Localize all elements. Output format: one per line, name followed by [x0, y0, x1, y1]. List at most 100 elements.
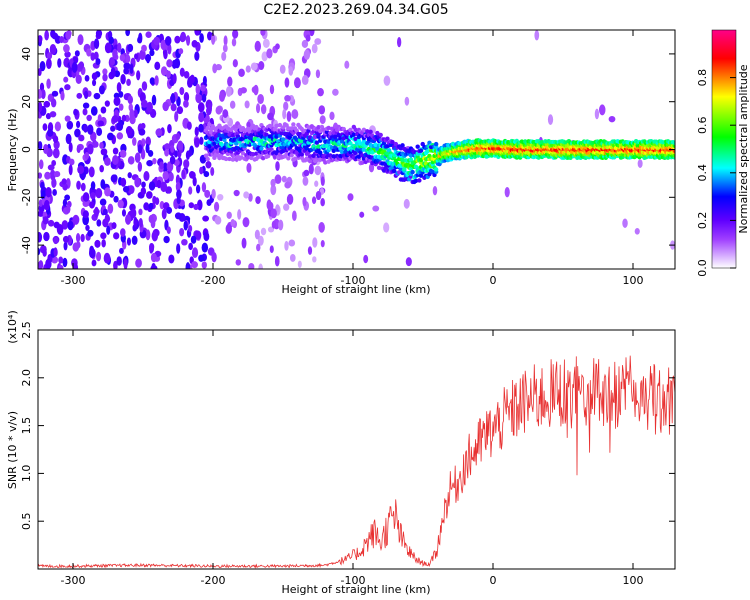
- heatmap-cell: [361, 138, 367, 144]
- heatmap-cell: [161, 208, 167, 220]
- heatmap-cell: [266, 48, 273, 59]
- heatmap-cell: [217, 193, 224, 201]
- heatmap-cell: [121, 114, 127, 122]
- heatmap-cell: [353, 127, 358, 132]
- heatmap-cell: [181, 238, 188, 246]
- heatmap-cell: [98, 85, 105, 95]
- heatmap-cell: [168, 172, 174, 182]
- heatmap-cell: [83, 124, 88, 133]
- y-tick-label: -20: [20, 188, 33, 206]
- heatmap-cell: [215, 106, 222, 115]
- heatmap-cell: [359, 211, 365, 218]
- heatmap-cell: [82, 102, 90, 109]
- heatmap-cell: [375, 130, 380, 136]
- heatmap-cell: [72, 56, 79, 64]
- y-tick-label: 40: [20, 47, 33, 61]
- heatmap-cell: [113, 96, 121, 107]
- heatmap-cell: [166, 206, 173, 214]
- heatmap-cell: [38, 210, 45, 217]
- heatmap-cell: [141, 81, 148, 91]
- heatmap-cell: [291, 122, 296, 127]
- heatmap-cell: [125, 54, 131, 64]
- heatmap-cell: [318, 105, 326, 115]
- heatmap-cell: [383, 75, 391, 86]
- colorbar-tick-label: 0.6: [696, 116, 709, 134]
- heatmap-cell: [162, 171, 169, 181]
- heatmap-cell: [433, 167, 439, 172]
- heatmap-cell: [260, 30, 266, 36]
- x-tick-label: -200: [201, 574, 226, 587]
- heatmap-cell: [271, 220, 277, 229]
- heatmap-cell: [87, 124, 94, 135]
- heatmap-cell: [83, 90, 89, 100]
- heatmap-cell: [213, 201, 220, 212]
- heatmap-cell: [89, 201, 95, 209]
- heatmap-cell: [38, 260, 44, 269]
- heatmap-cell: [217, 133, 222, 138]
- heatmap-cell: [232, 59, 238, 68]
- heatmap-cell: [117, 42, 122, 53]
- heatmap-cell: [270, 178, 276, 187]
- heatmap-cell: [75, 74, 82, 85]
- heatmap-cell: [53, 171, 61, 178]
- heatmap-cell: [361, 127, 367, 133]
- heatmap-cell: [329, 111, 335, 121]
- heatmap-cell: [634, 228, 640, 235]
- heatmap-cell: [82, 199, 90, 208]
- heatmap-cell: [201, 182, 207, 193]
- heatmap-cell: [400, 157, 405, 163]
- heatmap-cell: [274, 174, 282, 185]
- heatmap-cell: [200, 84, 206, 92]
- heatmap-cell: [82, 210, 89, 219]
- heatmap-cell: [93, 51, 99, 60]
- colorbar-label: Normalized spectral amplitude: [737, 64, 750, 233]
- heatmap-cell: [59, 36, 64, 44]
- heatmap-cell: [104, 157, 111, 166]
- heatmap-cell: [267, 112, 274, 121]
- heatmap-cell: [100, 148, 108, 156]
- heatmap-cell: [110, 174, 118, 183]
- heatmap-cell: [166, 226, 171, 234]
- heatmap-cell: [171, 59, 178, 69]
- heatmap-cell: [44, 171, 51, 180]
- heatmap-cell: [176, 106, 184, 115]
- heatmap-cell: [151, 262, 156, 269]
- heatmap-cell: [104, 100, 110, 107]
- heatmap-cell: [281, 137, 286, 142]
- heatmap-cell: [74, 50, 80, 57]
- heatmap-cell: [175, 132, 181, 141]
- heatmap-cell: [211, 33, 216, 45]
- heatmap-cell: [132, 137, 137, 146]
- heatmap-cell: [294, 128, 299, 133]
- heatmap-cell: [63, 76, 69, 83]
- heatmap-cell: [320, 239, 325, 248]
- heatmap-cell: [179, 67, 185, 77]
- heatmap-cell: [397, 170, 402, 175]
- heatmap-cell: [159, 161, 164, 170]
- x-tick-label: -100: [341, 574, 366, 587]
- heatmap-cell: [410, 169, 415, 175]
- heatmap-cell: [348, 141, 353, 146]
- heatmap-cell: [103, 252, 111, 264]
- heatmap-cell: [194, 30, 200, 36]
- heatmap-cell: [163, 235, 170, 244]
- heatmap-cell: [116, 121, 124, 132]
- heatmap-cell: [333, 134, 338, 139]
- heatmap-cell: [145, 31, 152, 39]
- heatmap-cell: [127, 156, 135, 165]
- heatmap-cell: [99, 141, 104, 149]
- heatmap-cell: [137, 161, 143, 172]
- heatmap-cell: [203, 231, 210, 242]
- heatmap-cell: [269, 245, 274, 253]
- heatmap-cell: [113, 232, 120, 240]
- heatmap-cell: [148, 202, 154, 210]
- heatmap-cell: [129, 63, 134, 75]
- heatmap-cell: [162, 162, 168, 174]
- heatmap-cell: [193, 203, 199, 211]
- heatmap-cell: [311, 196, 317, 204]
- heatmap-cell: [212, 155, 217, 161]
- heatmap-cell: [110, 125, 116, 132]
- heatmap-cell: [599, 104, 606, 116]
- heatmap-cell: [194, 126, 199, 137]
- heatmap-cell: [248, 263, 255, 269]
